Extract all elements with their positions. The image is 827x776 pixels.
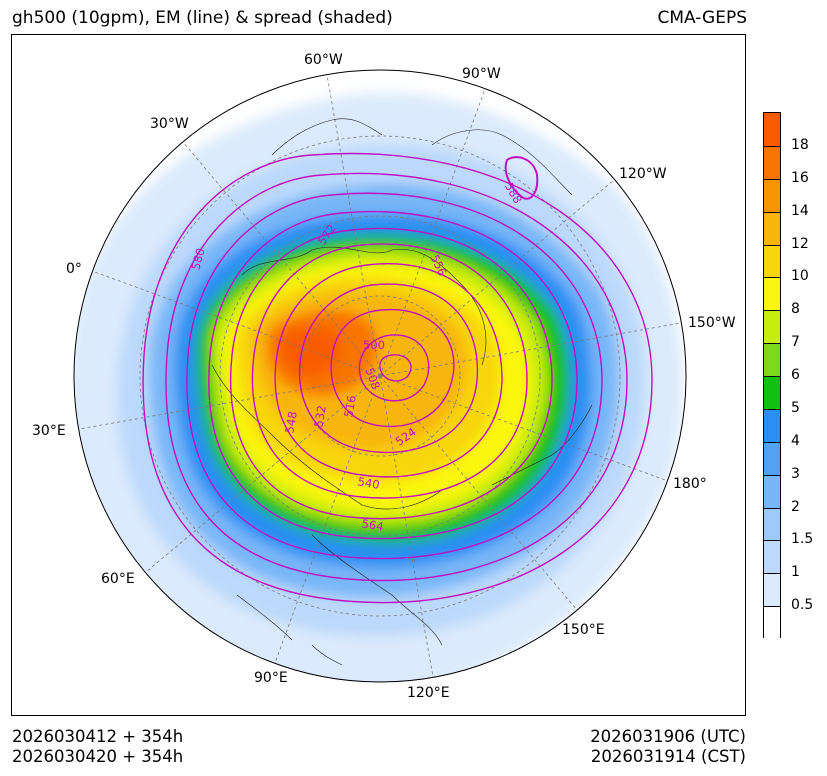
colorbar-tick-label: 18 <box>791 136 809 153</box>
lon-label-150e: 150°E <box>562 622 605 638</box>
map-boundary <box>73 69 687 683</box>
plot-title: gh500 (10gpm), EM (line) & spread (shade… <box>12 8 393 28</box>
lon-label-60w: 60°W <box>304 52 343 68</box>
colorbar-segment <box>764 441 780 476</box>
lon-label-90e: 90°E <box>254 670 288 686</box>
init-time-block: 2026030412 + 354h 2026030420 + 354h <box>12 727 183 767</box>
colorbar-tick-label: 3 <box>791 465 800 482</box>
contour-labels: 500 508 516 524 532 540 548 556 564 572 … <box>189 180 525 534</box>
ensemble-mean-contours <box>142 152 653 604</box>
colorbar-tick-label: 0.5 <box>791 597 814 614</box>
colorbar-segment <box>764 606 780 639</box>
lon-label-150w: 150°W <box>688 315 736 331</box>
lon-label-180: 180° <box>673 476 707 492</box>
graticule <box>78 74 682 678</box>
colorbar <box>763 112 781 639</box>
colorbar-segment <box>764 507 780 542</box>
colorbar-segment <box>764 408 780 443</box>
colorbar-tick-label: 12 <box>791 235 809 252</box>
contour-label: 540 <box>357 474 381 492</box>
lon-label-120w: 120°W <box>619 166 667 182</box>
lon-label-0: 0° <box>66 261 82 277</box>
map-panel[interactable]: 500 508 516 524 532 540 548 556 564 572 … <box>11 34 746 716</box>
colorbar-tick-label: 6 <box>791 367 800 383</box>
contour-label: 580 <box>189 247 208 272</box>
lon-label-30e: 30°E <box>32 423 66 439</box>
spread-shading <box>74 92 683 682</box>
contour-label: 548 <box>282 410 300 434</box>
colorbar-tick-label: 8 <box>791 301 800 318</box>
contour-label: 516 <box>341 394 359 418</box>
colorbar-segment <box>764 178 780 213</box>
valid-time-block: 2026031906 (UTC) 2026031914 (CST) <box>590 727 746 767</box>
colorbar-tick-label: 16 <box>791 169 809 186</box>
colorbar-segment <box>764 474 780 509</box>
lon-label-90w: 90°W <box>462 66 501 82</box>
colorbar-tick-label: 14 <box>791 202 809 219</box>
colorbar-segment <box>764 376 780 410</box>
colorbar-tick-label: 7 <box>791 334 800 351</box>
colorbar-tick-label: 1 <box>791 564 800 581</box>
colorbar-segment <box>764 343 780 377</box>
colorbar-tick-label: 4 <box>791 432 800 449</box>
colorbar-segment <box>764 145 780 180</box>
colorbar-tick-label: 2 <box>791 498 800 515</box>
colorbar-segment <box>764 244 780 279</box>
colorbar-segment <box>764 573 780 608</box>
init-time-utc: 2026030412 + 354h <box>12 727 184 746</box>
valid-time-cst: 2026031914 (CST) <box>590 747 746 766</box>
lon-label-120e: 120°E <box>407 685 450 701</box>
colorbar-segment <box>764 310 780 345</box>
lon-label-30w: 30°W <box>150 116 189 132</box>
colorbar-tick-label: 1.5 <box>791 531 814 548</box>
colorbar-tick-label: 5 <box>791 399 800 416</box>
colorbar-tick-label: 10 <box>791 268 809 285</box>
spread-level-11 <box>280 326 341 376</box>
colorbar-segment <box>764 211 780 246</box>
longitude-labels: 60°W 90°W 120°W 150°W 180° 150°E 120°E 9… <box>32 52 736 701</box>
polar-map: 500 508 516 524 532 540 548 556 564 572 … <box>32 52 736 701</box>
contour-label: 564 <box>361 516 385 534</box>
colorbar-segment <box>764 277 780 312</box>
init-time-cst: 2026030420 + 354h <box>12 747 184 766</box>
lon-label-60e: 60°E <box>101 571 135 587</box>
contour-label: 532 <box>311 404 329 428</box>
model-name: CMA-GEPS <box>657 8 747 28</box>
contour-label: 500 <box>363 338 385 352</box>
colorbar-segment <box>764 540 780 575</box>
valid-time-utc: 2026031906 (UTC) <box>590 727 746 746</box>
colorbar-segment <box>764 113 780 147</box>
